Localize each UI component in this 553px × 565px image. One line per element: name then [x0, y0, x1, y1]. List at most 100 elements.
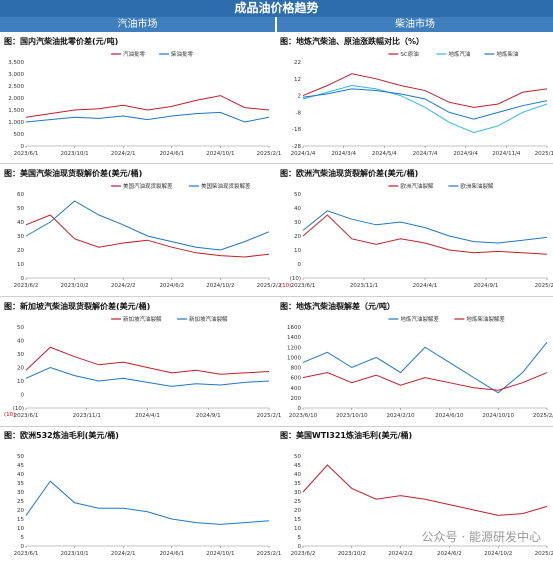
y-tick-label: 1000 [287, 355, 301, 361]
x-tick-label: 2023/6/1 [14, 413, 39, 419]
y-tick-label: 50 [17, 206, 24, 212]
series-line [25, 200, 270, 251]
x-tick-label: 2024/9/4 [453, 151, 478, 157]
y-tick-label: 0 [21, 544, 25, 550]
y-tick-label: 0 [298, 544, 302, 550]
legend-label: 地炼汽油 [448, 50, 471, 58]
y-tick-label: 40 [17, 220, 24, 226]
x-tick-label: 2024/11/4 [492, 151, 521, 157]
legend-label: 汽油批零 [123, 50, 146, 58]
x-tick-label: 2024/6/1 [159, 151, 184, 157]
x-tick-label: 2025/2/1 [257, 413, 282, 419]
y-tick-label: 50 [294, 192, 301, 198]
y-tick-label: -18 [292, 127, 301, 133]
y-tick-label: 20 [17, 508, 24, 514]
x-tick-label: 2024/9/1 [474, 283, 499, 289]
y-tick-label: 22 [294, 60, 301, 66]
series-line [25, 111, 270, 123]
chart-local-refinery-change: -28 -18 -8 2 12 22 2024/1/4 2024/3/4 2024/5/4 202… [291, 50, 553, 157]
x-tick-label: 2024/2/1 [111, 551, 136, 557]
y-tick-label: 1400 [287, 335, 301, 341]
y-tick-label: 0 [21, 393, 25, 399]
y-tick-label: -28 [292, 144, 301, 150]
y-tick-label: 30 [17, 490, 24, 496]
chart-europe-532-margin: 0 5 10 15 20 25 30 35 40 45 50 2023/6/1 2023/10/1 202… [14, 454, 282, 557]
legend-label: 地炼柴油裂解差 [466, 315, 505, 323]
series-line [302, 85, 548, 134]
y-tick-label: -8 [296, 110, 302, 116]
y-tick-label: 50 [294, 454, 301, 460]
x-tick-label: 2024/6/2 [159, 283, 184, 289]
series-line [25, 214, 270, 258]
series-line [25, 480, 270, 525]
chart-singapore-crack: (10) 0 10 20 30 40 50 2023/6/1 2023/11/1 2024/4/1… [13, 315, 282, 419]
y-tick-label: 20 [17, 366, 24, 372]
x-tick-label: 2024/1/4 [291, 151, 316, 157]
y-tick-label: 3,500 [8, 60, 24, 66]
y-tick-label: 12 [294, 77, 301, 83]
chart-title: 图：地炼汽柴油裂解差（元/吨） [280, 302, 395, 311]
y-tick-label: 45 [17, 463, 24, 469]
chart-title: 图：地炼汽柴油、原油涨跌幅对比（%） [280, 37, 425, 46]
y-tick-label: 2,500 [8, 84, 24, 90]
x-tick-label: 2023/6/1 [291, 283, 316, 289]
series-line [25, 366, 270, 387]
column-header-left: 汽油市场 [0, 17, 275, 32]
y-tick-label: 10 [294, 526, 301, 532]
y-tick-label: 5 [298, 535, 302, 541]
series-line [302, 341, 548, 394]
note-label: (10) [280, 283, 292, 289]
legend-label: 地炼汽油裂解差 [400, 315, 439, 323]
x-tick-label: 2024/7/4 [413, 151, 438, 157]
y-tick-label: 40 [17, 472, 24, 478]
x-tick-label: 2024/10/2 [484, 551, 512, 557]
chart-title: 图：欧洲汽柴油现货裂解价差(美元/桶) [280, 169, 419, 178]
x-tick-label: 2025/2/10 [533, 413, 553, 419]
chart-local-refinery-crack: 0 200 400 600 800 1000 1200 1400 1600 2023/6/10 20… [287, 315, 553, 419]
x-tick-label: 2025/2/1 [257, 151, 282, 157]
x-tick-label: 2025/2/2 [257, 283, 282, 289]
x-tick-label: 2023/10/1 [60, 151, 88, 157]
x-tick-label: 2023/6/1 [14, 551, 39, 557]
y-tick-label: 2,000 [8, 96, 24, 102]
y-tick-label: 1,000 [8, 120, 24, 126]
x-tick-label: 2023/6/2 [291, 551, 316, 557]
y-tick-label: 15 [294, 517, 301, 523]
legend-label: 新加坡汽油裂解 [123, 315, 162, 323]
watermark: 公众号 · 能源研发中心 [421, 530, 541, 544]
y-tick-label: 3,000 [8, 72, 24, 78]
series-line [302, 214, 548, 255]
page-title: 成品油价格趋势 [0, 0, 553, 17]
y-tick-label: 45 [294, 463, 301, 469]
x-tick-label: 2023/6/2 [14, 283, 39, 289]
legend-label: 地炼柴油 [496, 50, 519, 58]
series-line [302, 210, 548, 244]
series-line [302, 464, 548, 516]
x-tick-label: 2024/2/10 [386, 413, 415, 419]
y-tick-label: 200 [291, 396, 302, 402]
y-tick-label: 500 [14, 132, 25, 138]
column-header-right: 柴油市场 [277, 17, 553, 32]
y-tick-label: 30 [17, 234, 24, 240]
legend-label: 欧洲汽油裂解 [400, 182, 434, 190]
row-divider [0, 163, 553, 164]
y-tick-label: 1,500 [8, 108, 24, 114]
x-tick-label: 2024/6/1 [159, 551, 184, 557]
x-tick-label: 2024/6/10 [435, 413, 464, 419]
y-tick-label: 10 [17, 526, 24, 532]
y-tick-label: 400 [291, 386, 302, 392]
y-tick-label: 30 [17, 352, 24, 358]
y-tick-label: 40 [17, 339, 24, 345]
legend-label: 新加坡汽油裂解 [189, 315, 228, 323]
series-line [302, 88, 548, 120]
series-line [302, 372, 548, 391]
row-divider [0, 426, 553, 427]
y-tick-label: 20 [17, 248, 24, 254]
y-tick-label: 0 [298, 262, 302, 268]
legend-label: 柴油批零 [171, 50, 194, 58]
y-tick-label: 25 [294, 499, 301, 505]
x-tick-label: 2023/10/2 [338, 551, 366, 557]
legend-label: SC原油 [400, 50, 419, 58]
y-tick-label: 40 [294, 472, 301, 478]
